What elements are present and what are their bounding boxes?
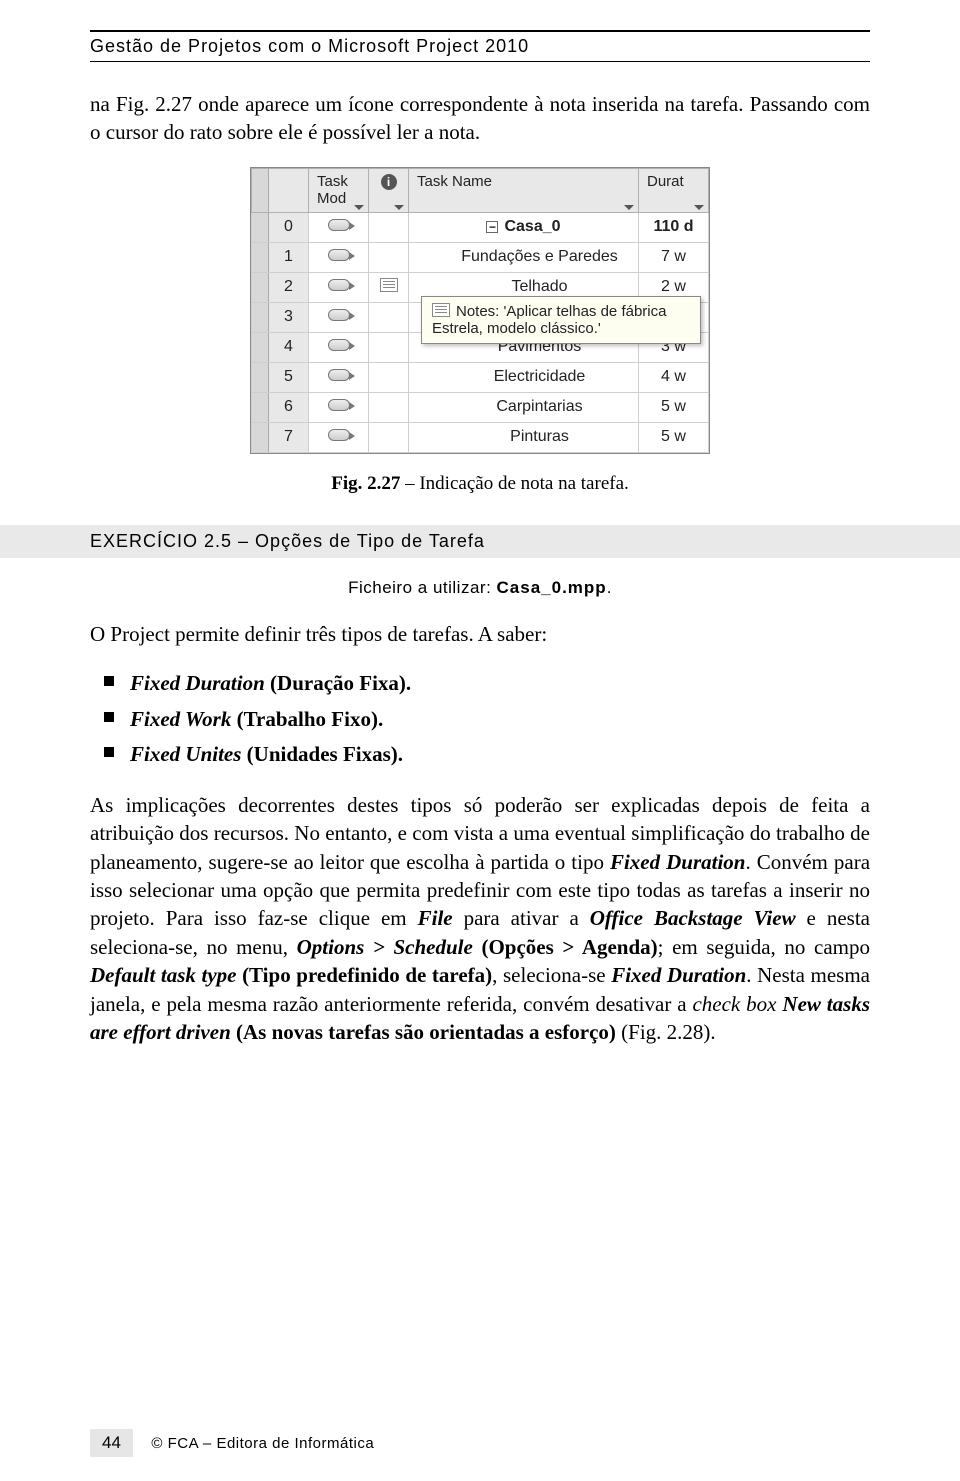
tooltip-text: Notes: 'Aplicar telhas de fábrica Estrel…: [432, 303, 666, 337]
table-row[interactable]: 0 −Casa_0 110 d: [252, 212, 709, 242]
col-duration[interactable]: Durat: [639, 168, 709, 212]
table-row[interactable]: 6 Carpintarias 5 w: [252, 392, 709, 422]
page-number: 44: [90, 1429, 133, 1457]
col-taskname[interactable]: Task Name: [409, 168, 639, 212]
task-duration[interactable]: 7 w: [639, 242, 709, 272]
list-item: Fixed Work (Trabalho Fixo).: [90, 702, 870, 738]
row-number: 1: [269, 242, 309, 272]
figure-label: Fig. 2.27: [331, 473, 400, 494]
paragraph-tasktypes-intro: O Project permite definir três tipos de …: [90, 620, 870, 648]
list-item: Fixed Unites (Unidades Fixas).: [90, 737, 870, 773]
row-number: 5: [269, 362, 309, 392]
task-mode-icon: [328, 219, 350, 231]
task-mode-icon: [328, 249, 350, 261]
file-to-use: Ficheiro a utilizar: Casa_0.mpp.: [90, 578, 870, 598]
page-footer: 44 © FCA – Editora de Informática: [0, 1429, 960, 1457]
task-duration[interactable]: 5 w: [639, 392, 709, 422]
col-rownum: [269, 168, 309, 212]
task-mode-icon: [328, 309, 350, 321]
task-duration[interactable]: 4 w: [639, 362, 709, 392]
chevron-down-icon: [624, 205, 634, 210]
grid-header-row: Task Mod i Task Name Durat: [252, 168, 709, 212]
chevron-down-icon: [694, 205, 704, 210]
chevron-down-icon: [354, 205, 364, 210]
task-name[interactable]: Fundações e Paredes: [409, 242, 639, 272]
task-name[interactable]: Pinturas: [409, 422, 639, 452]
note-icon: [432, 303, 450, 317]
list-item: Fixed Duration (Duração Fixa).: [90, 666, 870, 702]
figure-caption-text: – Indicação de nota na tarefa.: [400, 473, 628, 494]
table-row[interactable]: 5 Electricidade 4 w: [252, 362, 709, 392]
task-types-list: Fixed Duration (Duração Fixa). Fixed Wor…: [90, 666, 870, 773]
book-header: Gestão de Projetos com o Microsoft Proje…: [90, 30, 870, 62]
ms-project-grid: Task Mod i Task Name Durat 0 −Casa_0 110…: [250, 167, 710, 454]
table-row[interactable]: 1 Fundações e Paredes 7 w: [252, 242, 709, 272]
info-icon: i: [381, 174, 397, 190]
row-number: 0: [269, 212, 309, 242]
task-duration[interactable]: 110 d: [639, 212, 709, 242]
task-mode-icon: [328, 399, 350, 411]
collapse-icon[interactable]: −: [486, 221, 498, 233]
note-icon[interactable]: [380, 278, 398, 292]
book-title: Gestão de Projetos com o Microsoft Proje…: [90, 36, 529, 56]
task-name[interactable]: Carpintarias: [409, 392, 639, 422]
task-duration[interactable]: 5 w: [639, 422, 709, 452]
row-number: 7: [269, 422, 309, 452]
task-name: Casa_0: [504, 218, 560, 235]
col-info[interactable]: i: [369, 168, 409, 212]
table-row[interactable]: 7 Pinturas 5 w: [252, 422, 709, 452]
note-tooltip: Notes: 'Aplicar telhas de fábrica Estrel…: [421, 296, 701, 344]
row-number: 2: [269, 272, 309, 302]
row-number: 3: [269, 302, 309, 332]
task-mode-icon: [328, 429, 350, 441]
task-mode-icon: [328, 339, 350, 351]
chevron-down-icon: [394, 205, 404, 210]
task-name[interactable]: Electricidade: [409, 362, 639, 392]
publisher: © FCA – Editora de Informática: [151, 1435, 374, 1452]
screenshot-figure: Task Mod i Task Name Durat 0 −Casa_0 110…: [90, 167, 870, 459]
intro-paragraph: na Fig. 2.27 onde aparece um ícone corre…: [90, 90, 870, 147]
grid-gutter-header: [252, 168, 269, 212]
task-mode-icon: [328, 279, 350, 291]
task-mode-icon: [328, 369, 350, 381]
figure-caption: Fig. 2.27 – Indicação de nota na tarefa.: [90, 473, 870, 495]
row-number: 6: [269, 392, 309, 422]
paragraph-instructions: As implicações decorrentes destes tipos …: [90, 791, 870, 1046]
exercise-heading: EXERCÍCIO 2.5 – Opções de Tipo de Tarefa: [0, 525, 960, 558]
col-taskmod[interactable]: Task Mod: [309, 168, 369, 212]
filename: Casa_0.mpp: [497, 578, 607, 597]
row-number: 4: [269, 332, 309, 362]
